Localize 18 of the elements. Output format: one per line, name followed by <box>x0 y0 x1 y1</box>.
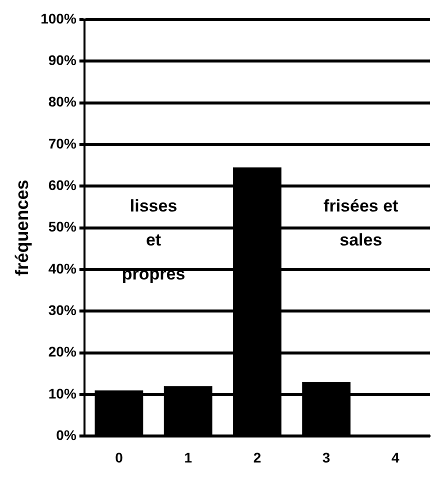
y-tick-label: 60% <box>48 176 77 193</box>
y-tick-label: 90% <box>48 52 77 68</box>
y-tick-label: 30% <box>48 302 77 318</box>
x-tick-label: 0 <box>115 449 124 466</box>
x-tick-label: 1 <box>184 449 192 466</box>
y-tick-label: 10% <box>48 385 77 402</box>
y-tick-label: 40% <box>48 260 77 276</box>
y-axis-title: fréquences <box>12 180 32 276</box>
annotation: frisées et sales <box>324 196 399 250</box>
x-tick-label: 4 <box>392 449 400 466</box>
y-tick-label: 70% <box>48 135 77 152</box>
y-tick-label: 50% <box>48 218 77 235</box>
y-tick-label: 0% <box>56 427 77 444</box>
y-tick-label: 20% <box>48 344 77 360</box>
x-tick-label: 2 <box>253 449 262 466</box>
y-tick-label: 100% <box>40 10 77 26</box>
x-tick-label: 3 <box>322 449 330 466</box>
y-tick-label: 80% <box>48 94 77 110</box>
